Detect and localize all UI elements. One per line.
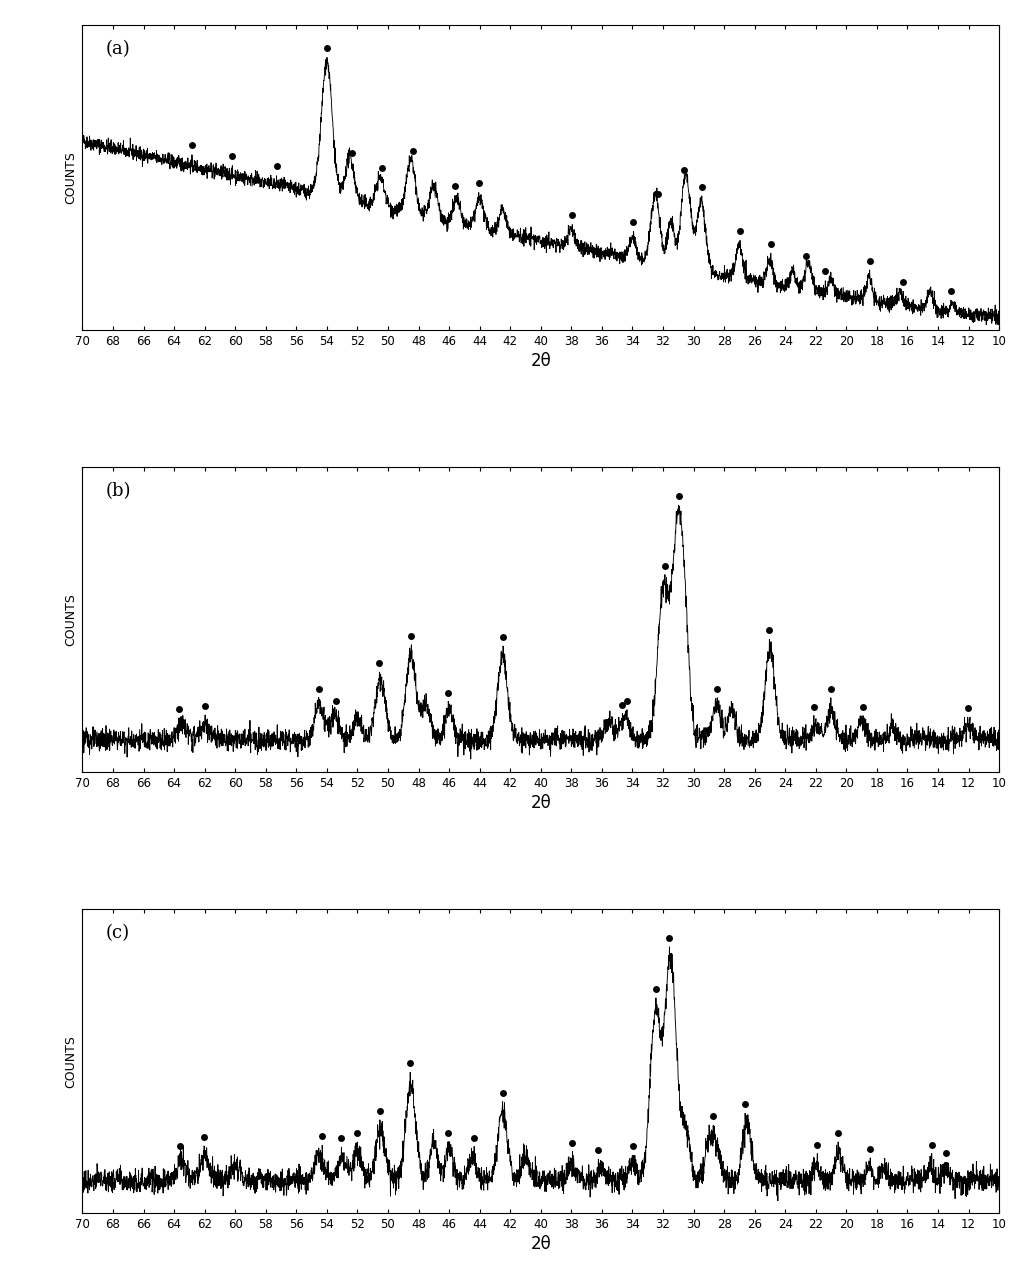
X-axis label: 2θ: 2θ [530, 794, 551, 811]
Y-axis label: COUNTS: COUNTS [64, 152, 77, 204]
Y-axis label: COUNTS: COUNTS [64, 593, 77, 646]
Text: (b): (b) [105, 483, 131, 501]
Text: (c): (c) [105, 924, 130, 942]
X-axis label: 2θ: 2θ [530, 351, 551, 370]
Y-axis label: COUNTS: COUNTS [64, 1035, 77, 1087]
Text: (a): (a) [105, 40, 130, 58]
X-axis label: 2θ: 2θ [530, 1235, 551, 1254]
